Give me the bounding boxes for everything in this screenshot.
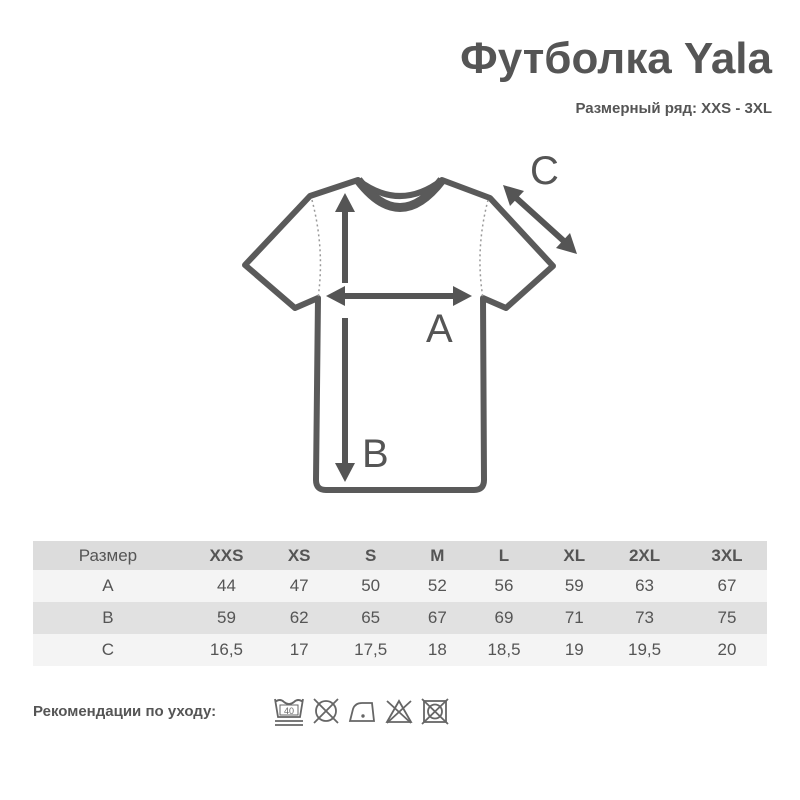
header-cell: 3XL bbox=[686, 541, 767, 570]
cell: 17 bbox=[270, 634, 329, 666]
cell: 17,5 bbox=[328, 634, 414, 666]
iron-low-icon bbox=[348, 702, 376, 722]
cell: 19,5 bbox=[602, 634, 687, 666]
cell: 62 bbox=[270, 602, 329, 634]
table-header: Размер XXS XS S M L XL 2XL 3XL bbox=[33, 541, 767, 570]
cell: 59 bbox=[182, 602, 271, 634]
cell: 47 bbox=[270, 570, 329, 602]
no-tumble-dry-icon bbox=[421, 698, 449, 725]
header-cell: XXS bbox=[182, 541, 271, 570]
header-cell: Размер bbox=[33, 541, 183, 570]
table-row: A 44 47 50 52 56 59 63 67 bbox=[33, 570, 767, 602]
header-cell: S bbox=[328, 541, 414, 570]
header-cell: 2XL bbox=[602, 541, 687, 570]
cell: 52 bbox=[413, 570, 462, 602]
label-a: A bbox=[426, 307, 453, 351]
header-cell: XL bbox=[546, 541, 603, 570]
cell: 67 bbox=[686, 570, 767, 602]
cell: 59 bbox=[546, 570, 603, 602]
size-table: Размер XXS XS S M L XL 2XL 3XL A 44 47 50 52… bbox=[33, 541, 767, 666]
cell: 18,5 bbox=[461, 634, 547, 666]
arrow-c bbox=[511, 193, 569, 246]
cell: 44 bbox=[182, 570, 271, 602]
table-row: C 16,5 17 17,5 18 18,5 19 19,5 20 bbox=[33, 634, 767, 666]
cell: 50 bbox=[328, 570, 414, 602]
cell: 71 bbox=[546, 602, 603, 634]
cell: 63 bbox=[602, 570, 687, 602]
tshirt-outline bbox=[242, 177, 556, 493]
wash-40-icon: 40 bbox=[274, 698, 304, 726]
cell: 73 bbox=[602, 602, 687, 634]
page-title: Футболка Yala bbox=[460, 34, 772, 83]
cell: 65 bbox=[328, 602, 414, 634]
header-cell: XS bbox=[270, 541, 329, 570]
care-icons: 40 bbox=[274, 698, 449, 726]
seam-lines bbox=[311, 199, 489, 299]
cell: A bbox=[33, 570, 183, 602]
cell: 56 bbox=[461, 570, 547, 602]
cell: 69 bbox=[461, 602, 547, 634]
label-c: C bbox=[530, 149, 559, 193]
header-cell: L bbox=[461, 541, 547, 570]
cell: 67 bbox=[413, 602, 462, 634]
cell: C bbox=[33, 634, 183, 666]
header-cell: M bbox=[413, 541, 462, 570]
svg-text:40: 40 bbox=[284, 706, 294, 716]
size-range: Размерный ряд: XXS - 3XL bbox=[575, 100, 772, 117]
label-b: B bbox=[362, 432, 389, 476]
no-bleach-icon bbox=[385, 699, 413, 724]
table-row: B 59 62 65 67 69 71 73 75 bbox=[33, 602, 767, 634]
cell: 18 bbox=[413, 634, 462, 666]
tshirt-diagram: A B C bbox=[242, 149, 577, 493]
cell: B bbox=[33, 602, 183, 634]
no-dry-clean-icon bbox=[313, 698, 339, 724]
care-label: Рекомендации по уходу: bbox=[33, 703, 217, 720]
cell: 75 bbox=[686, 602, 767, 634]
measure-arrows bbox=[326, 185, 577, 482]
cell: 20 bbox=[686, 634, 767, 666]
cell: 19 bbox=[546, 634, 603, 666]
cell: 16,5 bbox=[182, 634, 271, 666]
